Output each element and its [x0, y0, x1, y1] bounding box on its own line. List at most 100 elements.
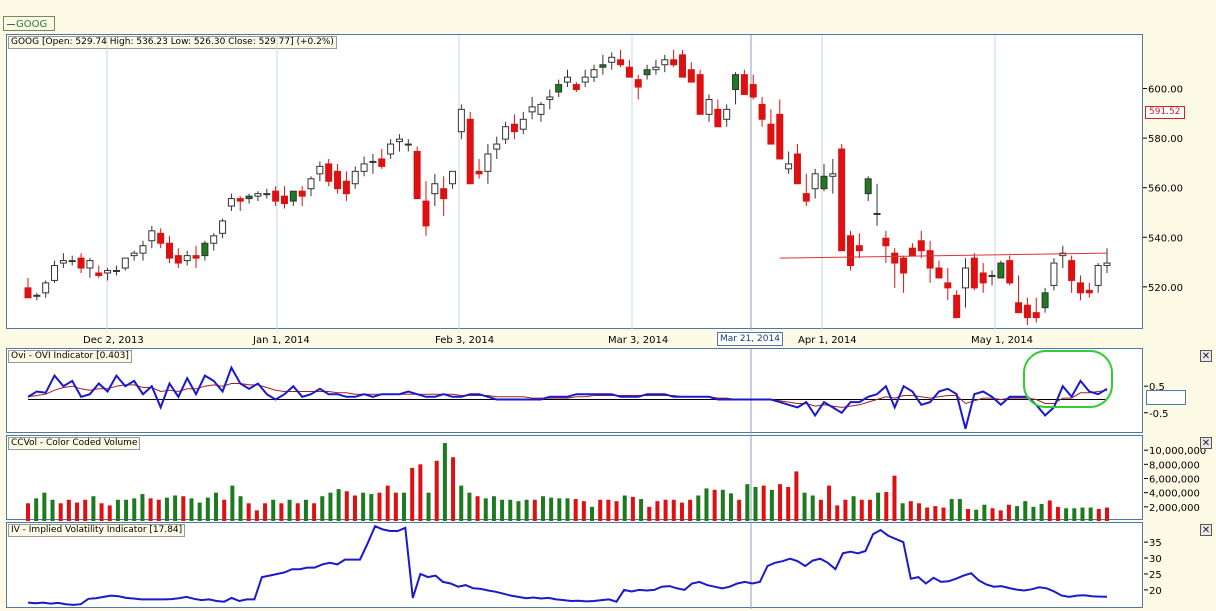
- volume-bar: [475, 496, 480, 521]
- ccvol-close-icon[interactable]: ✕: [1200, 437, 1212, 449]
- volume-bar: [156, 499, 161, 521]
- candle: [997, 262, 1005, 279]
- candle: [873, 212, 881, 215]
- volume-bar: [140, 494, 145, 521]
- volume-bar: [622, 495, 627, 521]
- candle: [192, 255, 200, 259]
- candle: [174, 255, 182, 264]
- volume-bar: [1039, 504, 1044, 521]
- volume-bar: [900, 503, 905, 521]
- symbol-tab[interactable]: GOOG: [3, 16, 55, 31]
- candle: [961, 267, 969, 289]
- iv-close-icon[interactable]: ✕: [1200, 524, 1212, 536]
- candle: [289, 190, 297, 202]
- ovi-close-icon[interactable]: ✕: [1200, 350, 1212, 362]
- volume-bar: [263, 503, 268, 521]
- volume-bar: [1096, 508, 1101, 521]
- candle: [802, 193, 810, 202]
- candle: [431, 183, 439, 195]
- volume-bar: [115, 499, 120, 521]
- volume-bar: [230, 485, 235, 521]
- volume-bar: [222, 499, 227, 521]
- candle: [908, 247, 916, 257]
- y-tick-label: 35: [1149, 538, 1162, 549]
- trendline: [779, 252, 1108, 259]
- volume-bar: [753, 487, 758, 521]
- candle: [555, 84, 563, 93]
- iv-panel[interactable]: IV - Implied Volatility Indicator [17.84…: [6, 522, 1162, 609]
- candle: [387, 143, 395, 155]
- volume-bar: [91, 496, 96, 521]
- candle: [457, 108, 465, 133]
- volume-bar: [287, 499, 292, 521]
- volume-bar: [385, 485, 390, 521]
- candle: [581, 76, 589, 83]
- candle: [1068, 260, 1076, 281]
- x-tick-label: Apr 1, 2014: [798, 335, 857, 346]
- ccvol-panel[interactable]: CCVol - Color Coded Volume 2,000,000 4,00…: [6, 435, 1206, 521]
- candle: [634, 79, 642, 88]
- volume-bar: [254, 510, 259, 521]
- volume-bar: [328, 492, 333, 521]
- candle: [112, 270, 120, 273]
- volume-bar: [75, 502, 80, 521]
- candle: [280, 195, 288, 205]
- volume-bar: [966, 508, 971, 521]
- y-tick-label: 2,000,000: [1149, 503, 1200, 514]
- candle: [510, 123, 518, 133]
- candle: [272, 190, 280, 202]
- volume-bar: [50, 499, 55, 521]
- y-tick-label: 580.00: [1148, 134, 1183, 145]
- candle: [307, 178, 315, 190]
- volume-bar: [728, 493, 733, 521]
- candle: [1085, 289, 1093, 294]
- volume-bar: [205, 497, 210, 521]
- volume-bar: [107, 505, 112, 521]
- volume-bar: [925, 507, 930, 521]
- candle: [696, 74, 704, 115]
- candle: [864, 178, 872, 195]
- volume-bar: [851, 496, 856, 521]
- volume-bar: [1080, 507, 1085, 521]
- candle: [316, 165, 324, 175]
- volume-bar: [794, 471, 799, 521]
- volume-bar: [581, 501, 586, 521]
- candle: [404, 143, 412, 146]
- volume-bar: [688, 499, 693, 521]
- candle: [342, 180, 350, 195]
- volume-bar: [164, 497, 169, 521]
- candle: [687, 69, 695, 83]
- volume-bar: [982, 504, 987, 521]
- volume-bar: [99, 503, 104, 521]
- candle: [51, 265, 59, 281]
- candle: [59, 260, 67, 264]
- y-tick-label: 4,000,000: [1149, 489, 1200, 500]
- x-tick-label: Dec 2, 2013: [83, 335, 144, 346]
- volume-bar: [1047, 500, 1052, 521]
- price-panel[interactable]: GOOG [Open: 529.74 High: 536.23 Low: 526…: [6, 34, 1143, 346]
- candle: [422, 200, 430, 227]
- candle: [157, 232, 165, 244]
- volume-bar: [933, 506, 938, 521]
- volume-bar: [916, 503, 921, 521]
- volume-bar: [467, 492, 472, 521]
- candle: [104, 270, 112, 274]
- y-tick-label: 8,000,000: [1149, 460, 1200, 471]
- volume-bar: [630, 496, 635, 521]
- volume-bar: [66, 499, 71, 521]
- volume-bar: [598, 499, 603, 521]
- volume-bar: [312, 503, 317, 521]
- volume-bar: [246, 503, 251, 521]
- highlight-ellipse: [1023, 350, 1113, 408]
- volume-bar: [320, 496, 325, 521]
- candle: [590, 69, 598, 78]
- ovi-panel[interactable]: Ovi - OVI Indicator [0.403] 0.5 -0.5: [6, 348, 1169, 434]
- volume-bar: [58, 503, 63, 521]
- y-tick-label: 560.00: [1148, 184, 1183, 195]
- candle: [298, 190, 306, 197]
- candle: [475, 170, 483, 175]
- candle: [988, 274, 996, 277]
- volume-bar: [442, 443, 447, 521]
- volume-bar: [524, 499, 529, 521]
- volume-bar: [303, 499, 308, 521]
